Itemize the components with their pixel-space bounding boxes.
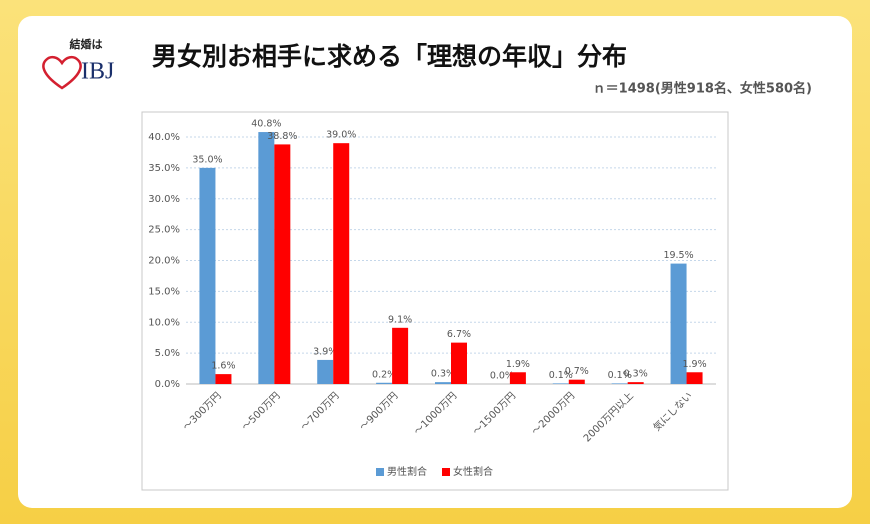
legend-swatch xyxy=(376,468,384,476)
legend-label: 女性割合 xyxy=(453,465,493,478)
bar xyxy=(568,379,585,384)
value-label: 19.5% xyxy=(663,250,693,261)
bar xyxy=(392,327,409,384)
y-tick-label: 30.0% xyxy=(148,194,180,205)
value-label: 0.0% xyxy=(490,371,514,382)
y-tick-label: 40.0% xyxy=(148,132,180,143)
bar xyxy=(611,383,628,384)
y-tick-label: 15.0% xyxy=(148,286,180,297)
value-label: 1.9% xyxy=(506,359,530,370)
y-tick-label: 5.0% xyxy=(155,348,180,359)
bar xyxy=(199,167,216,384)
value-label: 9.1% xyxy=(388,314,412,325)
value-label: 40.8% xyxy=(251,119,281,130)
y-tick-label: 35.0% xyxy=(148,163,180,174)
logo-text: IBJ xyxy=(81,59,114,85)
value-label: 1.9% xyxy=(682,359,706,370)
value-label: 0.1% xyxy=(608,370,632,381)
value-label: 6.7% xyxy=(447,329,471,340)
value-label: 0.7% xyxy=(565,366,589,377)
value-label: 0.3% xyxy=(431,369,455,380)
bar xyxy=(333,143,350,384)
y-tick-label: 10.0% xyxy=(148,317,180,328)
value-label: 38.8% xyxy=(267,131,297,142)
legend-label: 男性割合 xyxy=(387,465,427,478)
bar xyxy=(274,144,291,384)
chart-box xyxy=(141,111,729,491)
y-tick-label: 20.0% xyxy=(148,256,180,267)
value-label: 0.3% xyxy=(624,369,648,380)
bar xyxy=(627,382,644,384)
bar xyxy=(258,132,275,384)
value-label: 0.2% xyxy=(372,369,396,380)
logo-caption: 結婚は xyxy=(70,37,103,51)
title: 男女別お相手に求める「理想の年収」分布 xyxy=(152,42,627,71)
value-label: 39.0% xyxy=(326,130,356,141)
y-tick-label: 0.0% xyxy=(155,379,180,390)
value-label: 0.1% xyxy=(549,370,573,381)
value-label: 3.9% xyxy=(313,346,337,357)
bar xyxy=(317,359,334,384)
value-label: 35.0% xyxy=(192,154,222,165)
bar xyxy=(509,372,526,384)
value-label: 1.6% xyxy=(211,361,235,372)
y-tick-label: 25.0% xyxy=(148,225,180,236)
subtitle: ｎ＝1498(男性918名、女性580名) xyxy=(593,81,812,97)
bar xyxy=(451,342,467,384)
bar xyxy=(376,382,393,384)
bar xyxy=(215,374,232,384)
logo-heart xyxy=(42,55,82,90)
bar xyxy=(435,382,451,384)
bar xyxy=(552,383,569,384)
logo: 結婚は IBJ xyxy=(42,37,114,90)
bar xyxy=(670,263,687,384)
legend-swatch xyxy=(442,468,450,476)
bar xyxy=(686,372,703,384)
